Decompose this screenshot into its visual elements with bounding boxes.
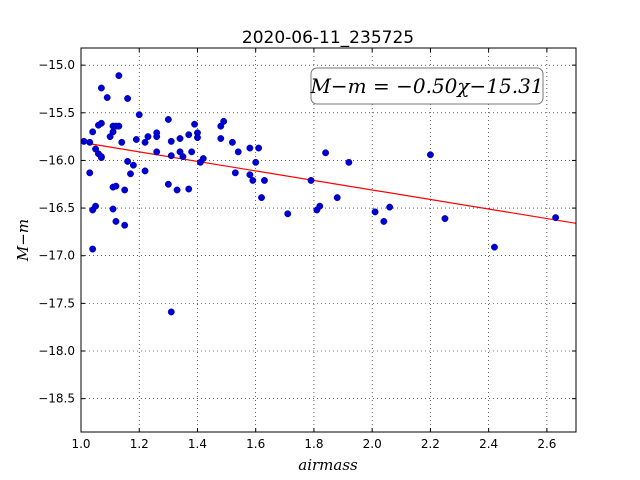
data-point [234, 148, 242, 156]
y-tick-label: −15.0 [38, 58, 75, 72]
data-point [255, 144, 263, 152]
data-point [491, 243, 498, 251]
data-point [103, 94, 111, 101]
y-tick-label: −16.0 [38, 153, 75, 167]
data-point [426, 151, 434, 159]
plot-frame [80, 47, 577, 433]
data-point [112, 182, 120, 190]
x-tick-label: 2.0 [363, 437, 382, 451]
data-point [333, 194, 341, 202]
data-point [80, 137, 88, 145]
data-point [249, 176, 257, 184]
data-point [246, 144, 254, 152]
data-point [132, 136, 140, 143]
data-point [217, 135, 225, 142]
x-tick-label: 1.0 [71, 437, 90, 451]
data-point [115, 72, 123, 80]
y-tick-label: −17.5 [38, 296, 75, 310]
data-point [371, 208, 379, 216]
y-tick-label: −18.0 [38, 344, 75, 358]
data-point [284, 210, 292, 218]
data-point [167, 308, 175, 316]
y-tick-label: −15.5 [38, 106, 75, 120]
data-point [144, 133, 152, 141]
y-tick-label: −18.5 [38, 392, 75, 406]
data-point [322, 149, 330, 157]
data-point [164, 116, 172, 123]
data-point [97, 154, 105, 162]
data-point [185, 131, 193, 139]
data-point [199, 155, 207, 162]
data-point [552, 214, 560, 222]
data-point [109, 128, 117, 136]
fit-equation-label: M−m = −0.50χ−15.31 [309, 74, 543, 98]
data-point [164, 180, 172, 188]
data-point [231, 169, 239, 177]
data-point [228, 138, 236, 146]
y-tick-label: −16.5 [38, 201, 75, 215]
data-point [112, 217, 120, 225]
data-point [97, 84, 105, 92]
data-point [141, 167, 149, 175]
data-point [115, 122, 123, 130]
data-point [86, 138, 94, 146]
chart-title: 2020-06-11_235725 [242, 28, 414, 48]
x-tick-label: 1.8 [304, 437, 323, 451]
data-point [124, 157, 132, 165]
data-point [386, 203, 394, 211]
data-point [127, 170, 134, 178]
data-point [191, 120, 199, 128]
x-tick-label: 1.6 [246, 437, 265, 451]
x-tick-label: 1.2 [130, 437, 149, 451]
data-point [441, 215, 449, 223]
data-point [121, 186, 129, 194]
data-point [92, 202, 100, 210]
data-point [176, 135, 184, 142]
plot-background [81, 48, 576, 432]
data-point [194, 129, 201, 137]
data-point [167, 137, 175, 145]
x-tick-label: 2.6 [537, 437, 556, 451]
data-point [89, 128, 97, 136]
data-point [345, 158, 353, 166]
data-point [258, 194, 265, 202]
data-point [220, 117, 228, 125]
data-point [246, 171, 254, 179]
data-point [86, 169, 94, 177]
data-point [179, 153, 187, 161]
data-point [188, 148, 196, 156]
plot-area: 1.0 1.2 1.4 1.6 1.8 2.0 2.2 2.4 2.6 −15.0 −15.5 −16… [38, 47, 577, 451]
data-point [252, 158, 260, 166]
data-point [135, 111, 143, 119]
annotation-box [310, 67, 544, 105]
data-point [173, 186, 181, 194]
data-point [97, 119, 105, 127]
data-point [307, 176, 315, 184]
x-axis-label: airmass [298, 456, 358, 474]
y-tick-label: −17.0 [38, 249, 75, 263]
data-point [185, 185, 193, 193]
data-point [153, 133, 161, 141]
data-point [124, 95, 132, 102]
data-point [89, 245, 97, 253]
data-point [118, 138, 126, 146]
data-point [153, 148, 161, 156]
y-axis-label: M−m [14, 219, 32, 262]
data-point [109, 205, 117, 213]
data-point [141, 138, 149, 146]
data-point [129, 161, 137, 169]
data-point [260, 176, 268, 184]
x-tick-label: 2.4 [479, 437, 498, 451]
data-point [380, 217, 388, 225]
data-point [167, 152, 175, 160]
data-point [121, 221, 129, 229]
data-point [316, 202, 324, 210]
x-tick-label: 2.2 [421, 437, 440, 451]
x-tick-label: 1.4 [188, 437, 207, 451]
